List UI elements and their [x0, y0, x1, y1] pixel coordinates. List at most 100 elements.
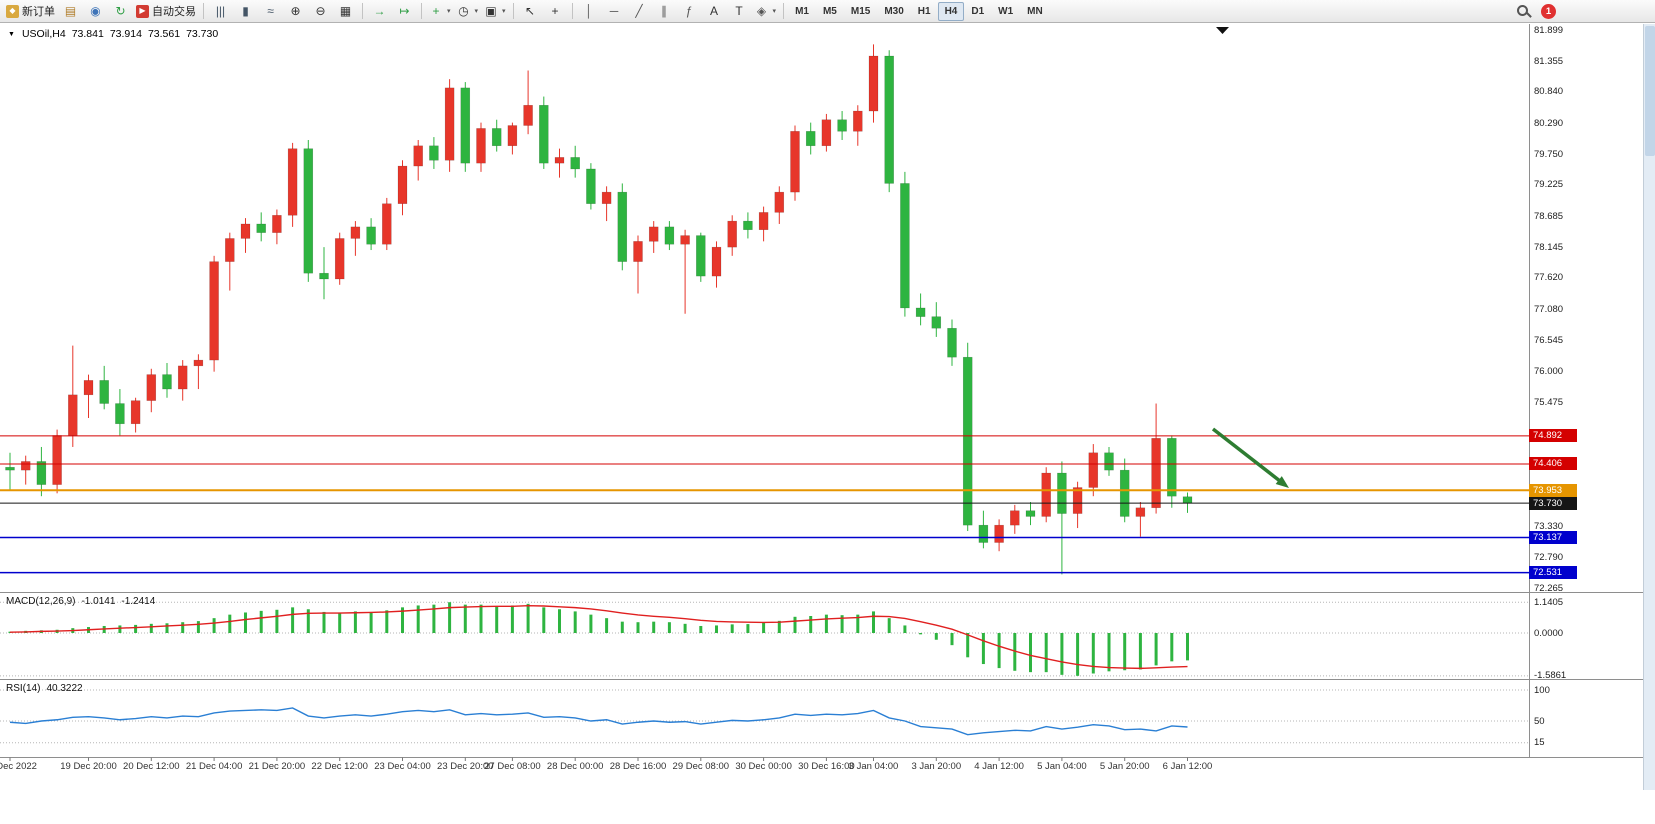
collapse-caret-icon[interactable]: ▼: [8, 30, 15, 38]
candle-body: [523, 104, 533, 126]
label-button[interactable]: T: [728, 2, 751, 21]
new-order-button-label: 新订单: [22, 6, 55, 18]
candle-body: [272, 215, 282, 233]
periods-button[interactable]: ◷ ▾: [455, 2, 481, 21]
toolbar-separator: [571, 3, 573, 19]
time-axis-label: 27 Dec 08:00: [484, 761, 541, 772]
shapes-button[interactable]: ◈ ▾: [753, 2, 779, 21]
search-icon[interactable]: [1516, 4, 1532, 20]
candle-body: [507, 125, 518, 147]
timeframe-h4-button[interactable]: H4: [937, 1, 965, 21]
candle-body: [915, 307, 926, 317]
time-axis[interactable]: 19 Dec 2022 19 Dec 20:00 20 Dec 12:00 21 De…: [0, 761, 1530, 777]
chart-shift-button[interactable]: ↦: [393, 2, 416, 21]
auto-scroll-icon: →: [373, 4, 386, 18]
candle-body: [256, 223, 266, 233]
cursor-icon: ↖: [525, 4, 536, 18]
price-tag-74.406: 74.406: [1529, 457, 1577, 471]
zoom-in-button[interactable]: ⊕: [284, 2, 307, 21]
candle-body: [978, 524, 989, 543]
symbol-name: USOil,H4: [21, 28, 66, 40]
time-axis-label: 5 Jan 20:00: [1099, 761, 1150, 772]
candle-body: [1041, 472, 1051, 517]
time-axis-label: 3 Jan 04:00: [848, 761, 899, 772]
auto-scroll-button[interactable]: →: [368, 2, 391, 21]
zoom-out-button[interactable]: ⊖: [309, 2, 332, 21]
bar-chart-button[interactable]: |||: [209, 2, 232, 21]
crosshair-button[interactable]: +: [544, 2, 567, 21]
candle-body: [1088, 452, 1099, 488]
toolbar-buttons: ◆ 新订单 ▤ ◉ ↻ ▶ 自动交易 ||| ▮ ≈ ⊕ ⊖ ▦ → ↦ + ▾ ◷ ▾ ▣ ▾ ↖ + │ ─ ╱ ∥ ƒ A T ◈ ▾: [3, 0, 788, 22]
price-tag-73.730: 73.730: [1529, 496, 1577, 510]
price-axis-label: 79.750: [1534, 148, 1564, 160]
trendline-button[interactable]: ╱: [628, 2, 651, 21]
timeframe-h1-button[interactable]: H1: [917, 5, 931, 17]
candle-body: [476, 128, 486, 164]
candle-body: [931, 316, 942, 329]
candle-body: [868, 55, 879, 112]
timeframe-m5-button[interactable]: M5: [822, 5, 837, 17]
price-axis-label: 78.145: [1534, 241, 1564, 253]
candle-body: [790, 131, 800, 193]
zoom-in-icon: ⊕: [290, 4, 301, 18]
channel-button[interactable]: ∥: [653, 2, 676, 21]
fibonacci-button[interactable]: ƒ: [678, 2, 701, 21]
candlestick-button[interactable]: ▮: [234, 2, 257, 21]
vertical-line-button[interactable]: │: [578, 2, 601, 21]
timeframe-m15-button[interactable]: M15: [850, 5, 871, 17]
macd-axis-label: 0.0000: [1534, 627, 1564, 639]
timeframe-mn-button[interactable]: MN: [1027, 5, 1043, 17]
tile-windows-button[interactable]: ▦: [334, 2, 357, 21]
template-icon: ▣: [485, 4, 497, 18]
timeframe-m1-button[interactable]: M1: [795, 5, 809, 17]
timeframe-m30-button[interactable]: M30: [884, 5, 904, 17]
price-axis-label: 76.000: [1534, 366, 1564, 378]
time-axis-label: 28 Dec 16:00: [609, 761, 667, 772]
algo-trading-button-label: 自动交易: [152, 6, 196, 18]
candle-body: [20, 461, 31, 471]
candle-body: [664, 226, 675, 245]
time-axis-label: 4 Jan 12:00: [974, 761, 1024, 772]
price-axis-label: 80.840: [1534, 85, 1564, 97]
arrow-annotation[interactable]: [1211, 427, 1286, 486]
quotes-icon: ◉: [90, 4, 101, 18]
notification-badge[interactable]: 1: [1541, 4, 1556, 19]
candle-body: [1072, 487, 1083, 514]
algo-trading-button[interactable]: ▶ 自动交易: [134, 2, 198, 21]
dropdown-caret-icon: ▾: [772, 8, 777, 15]
refresh-button[interactable]: ↻: [109, 2, 132, 21]
candle-body: [225, 238, 235, 262]
dropdown-caret-icon: ▾: [447, 8, 451, 15]
chart-shift-marker[interactable]: [1216, 27, 1229, 34]
timeframe-w1-button[interactable]: W1: [998, 5, 1014, 17]
new-order-button[interactable]: ◆ 新订单: [4, 2, 57, 21]
candle-body: [774, 191, 785, 213]
dropdown-caret-icon: ▾: [502, 8, 506, 15]
market-watch-button[interactable]: ◉: [84, 2, 107, 21]
new-chart-button[interactable]: ▤: [59, 2, 82, 21]
candle-body: [366, 226, 376, 245]
vline-icon: │: [585, 4, 593, 18]
price-tag-74.892: 74.892: [1529, 429, 1577, 443]
templates-button[interactable]: ▣ ▾: [482, 2, 508, 21]
scrollbar-thumb[interactable]: [1645, 26, 1655, 156]
vertical-scrollbar[interactable]: [1643, 24, 1655, 790]
indicator-plus-icon: +: [432, 4, 440, 18]
cursor-button[interactable]: ↖: [519, 2, 542, 21]
line-chart-button[interactable]: ≈: [259, 2, 282, 21]
candle-body: [1057, 472, 1067, 514]
price-axis[interactable]: 81.899 81.355 80.840 80.290 79.750 79.225 78.6…: [1531, 0, 1639, 824]
timeframe-d1-button[interactable]: D1: [971, 5, 985, 17]
candle-body: [743, 220, 753, 231]
horizontal-line-button[interactable]: ─: [603, 2, 626, 21]
text-icon: A: [710, 4, 719, 18]
rsi-label: RSI(14) 40.3222: [6, 683, 83, 694]
hline-icon: ─: [609, 4, 619, 18]
indicators-button[interactable]: + ▾: [427, 2, 453, 21]
time-axis-label: 22 Dec 12:00: [311, 761, 368, 772]
candle-body: [429, 145, 439, 161]
price-tags: 74.892 74.406 73.953 73.730 73.137 72.531: [1529, 0, 1589, 824]
text-button[interactable]: A: [703, 2, 726, 21]
candle-body: [1151, 438, 1161, 509]
